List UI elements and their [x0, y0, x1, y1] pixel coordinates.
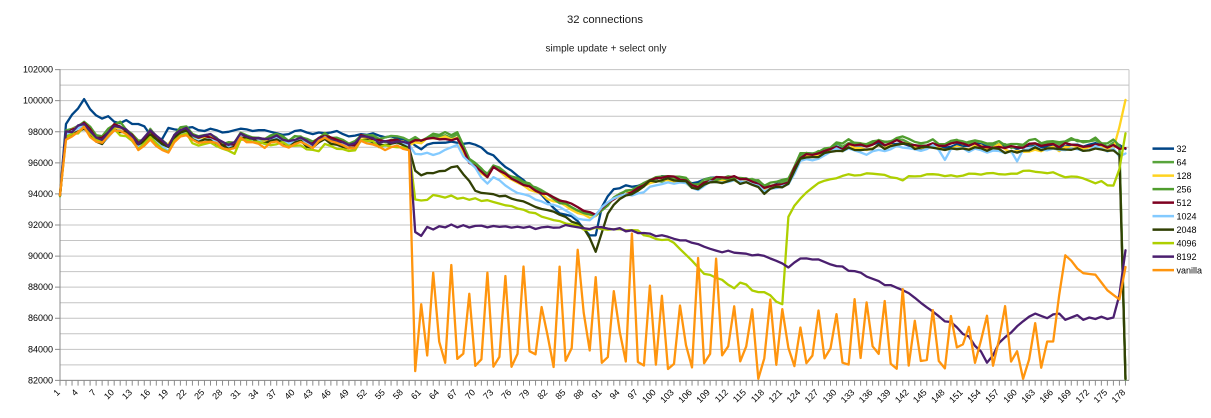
svg-text:46: 46	[319, 387, 333, 401]
svg-text:70: 70	[463, 387, 477, 401]
svg-text:16: 16	[138, 387, 152, 401]
svg-text:100000: 100000	[23, 96, 53, 106]
svg-text:91: 91	[590, 387, 604, 401]
svg-text:2048: 2048	[1177, 225, 1197, 235]
svg-text:43: 43	[301, 387, 315, 401]
svg-text:94000: 94000	[28, 189, 53, 199]
svg-text:96000: 96000	[28, 158, 53, 168]
svg-text:128: 128	[1177, 171, 1192, 181]
svg-text:61: 61	[409, 387, 423, 401]
svg-text:92000: 92000	[28, 220, 53, 230]
svg-text:97: 97	[626, 387, 640, 401]
svg-text:84000: 84000	[28, 344, 53, 354]
svg-text:94: 94	[608, 387, 622, 401]
svg-text:25: 25	[192, 387, 206, 401]
svg-text:7: 7	[87, 387, 98, 398]
svg-text:19: 19	[156, 387, 170, 401]
svg-text:76: 76	[499, 387, 513, 401]
svg-text:1: 1	[51, 387, 62, 398]
svg-text:13: 13	[120, 387, 134, 401]
svg-text:86000: 86000	[28, 313, 53, 323]
svg-text:37: 37	[264, 387, 278, 401]
svg-text:vanilla: vanilla	[1177, 265, 1203, 275]
svg-text:82000: 82000	[28, 375, 53, 385]
svg-text:73: 73	[481, 387, 495, 401]
svg-text:102000: 102000	[23, 65, 53, 75]
svg-text:90000: 90000	[28, 251, 53, 261]
svg-text:52: 52	[355, 387, 369, 401]
svg-text:1024: 1024	[1177, 211, 1197, 221]
svg-text:10: 10	[102, 387, 116, 401]
svg-text:simple update + select only: simple update + select only	[546, 44, 667, 55]
svg-text:88000: 88000	[28, 282, 53, 292]
svg-text:22: 22	[174, 387, 188, 401]
svg-text:32: 32	[1177, 144, 1187, 154]
svg-text:32 connections: 32 connections	[567, 14, 643, 26]
svg-text:79: 79	[517, 387, 531, 401]
svg-text:64: 64	[1177, 157, 1187, 167]
svg-text:67: 67	[445, 387, 459, 401]
svg-text:34: 34	[246, 387, 260, 401]
svg-text:28: 28	[210, 387, 224, 401]
svg-text:88: 88	[571, 387, 585, 401]
svg-text:55: 55	[373, 387, 387, 401]
svg-text:31: 31	[228, 387, 242, 401]
svg-text:98000: 98000	[28, 127, 53, 137]
svg-text:512: 512	[1177, 198, 1192, 208]
svg-text:85: 85	[553, 387, 567, 401]
svg-text:82: 82	[535, 387, 549, 401]
svg-text:4096: 4096	[1177, 238, 1197, 248]
svg-text:58: 58	[391, 387, 405, 401]
svg-text:256: 256	[1177, 184, 1192, 194]
svg-text:64: 64	[427, 387, 441, 401]
svg-text:4: 4	[69, 387, 80, 398]
svg-text:40: 40	[283, 387, 297, 401]
svg-text:8192: 8192	[1177, 252, 1197, 262]
svg-text:49: 49	[337, 387, 351, 401]
